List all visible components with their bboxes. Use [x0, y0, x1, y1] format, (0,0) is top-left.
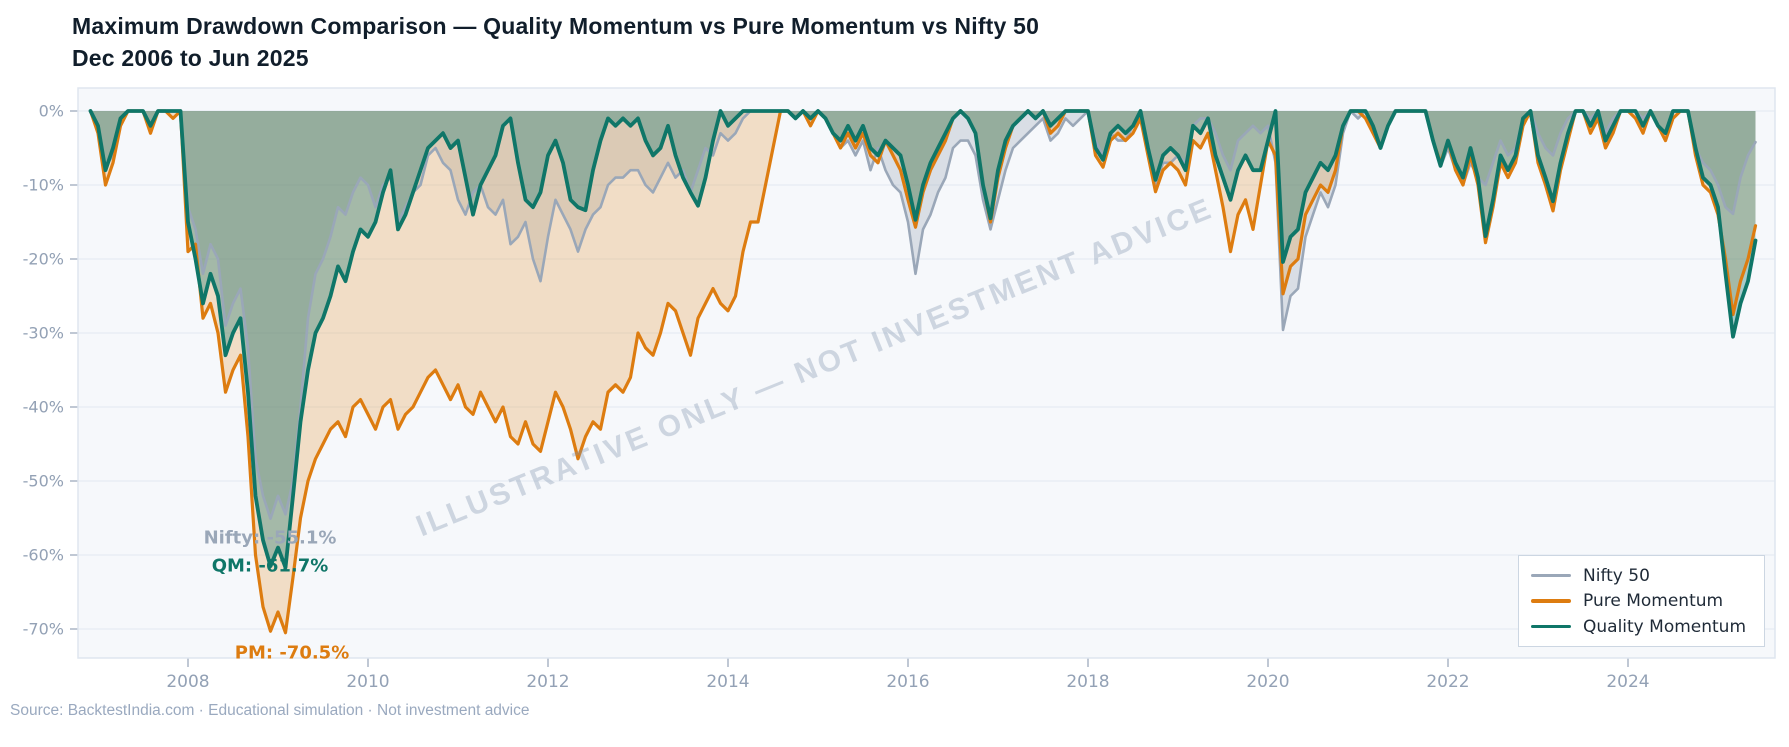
annotation-qm-max-drawdown: QM: -61.7%: [211, 555, 329, 577]
legend-label-quality-momentum: Quality Momentum: [1583, 616, 1747, 637]
y-tick-label: -10%: [23, 176, 64, 195]
x-axis: 2008 2010 2012 2014 2016 2018 2020 2022 2024: [166, 658, 1650, 692]
x-tick-label: 2022: [1426, 672, 1469, 692]
annotation-pm-max-drawdown: PM: -70.5%: [234, 642, 350, 664]
x-tick-label: 2012: [526, 672, 569, 692]
y-tick-label: 0%: [39, 102, 64, 121]
legend-label-pure-momentum: Pure Momentum: [1583, 591, 1724, 611]
chart-title-line2: Dec 2006 to Jun 2025: [72, 45, 309, 71]
fill-quality-momentum: [90, 111, 1756, 568]
x-tick-label: 2016: [886, 672, 929, 692]
x-tick-label: 2018: [1066, 672, 1109, 692]
chart-title: Maximum Drawdown Comparison — Quality Mo…: [72, 10, 1039, 74]
x-tick-label: 2008: [166, 672, 209, 692]
legend: Nifty 50 Pure Momentum Quality Momentum: [1518, 555, 1765, 647]
legend-item-nifty-50: Nifty 50: [1531, 566, 1752, 586]
y-tick-label: -40%: [23, 398, 64, 417]
x-tick-label: 2014: [706, 672, 749, 692]
fill-pure-momentum: [90, 111, 1756, 633]
quality-momentum-line-swatch: [1531, 624, 1571, 629]
annotation-nifty-max-drawdown: Nifty: -55.1%: [203, 527, 337, 549]
pure-momentum-line-swatch: [1531, 599, 1571, 603]
chart-title-line1: Maximum Drawdown Comparison — Quality Mo…: [72, 13, 1040, 39]
x-tick-label: 2020: [1246, 672, 1289, 692]
nifty-50-line-swatch: [1531, 574, 1571, 577]
source-disclaimer: Source: BacktestIndia.com · Educational …: [10, 702, 530, 719]
y-axis: 0% -10% -20% -30% -40% -50% -60% -70%: [23, 102, 1775, 639]
legend-label-nifty-50: Nifty 50: [1583, 565, 1650, 586]
legend-item-pure-momentum: Pure Momentum: [1531, 591, 1752, 611]
y-tick-label: -60%: [23, 546, 64, 565]
x-tick-label: 2010: [346, 672, 389, 692]
y-tick-label: -50%: [23, 472, 64, 491]
y-tick-label: -70%: [23, 620, 64, 639]
y-tick-label: -20%: [23, 250, 64, 269]
y-tick-label: -30%: [23, 324, 64, 343]
series-lines: [88, 109, 1758, 635]
plot-frame: [77, 87, 1776, 659]
series-fills: [90, 111, 1756, 633]
x-tick-label: 2024: [1606, 672, 1649, 692]
fill-nifty-50: [90, 111, 1756, 519]
legend-item-quality-momentum: Quality Momentum: [1531, 617, 1752, 637]
line-quality-momentum: [88, 109, 1758, 570]
